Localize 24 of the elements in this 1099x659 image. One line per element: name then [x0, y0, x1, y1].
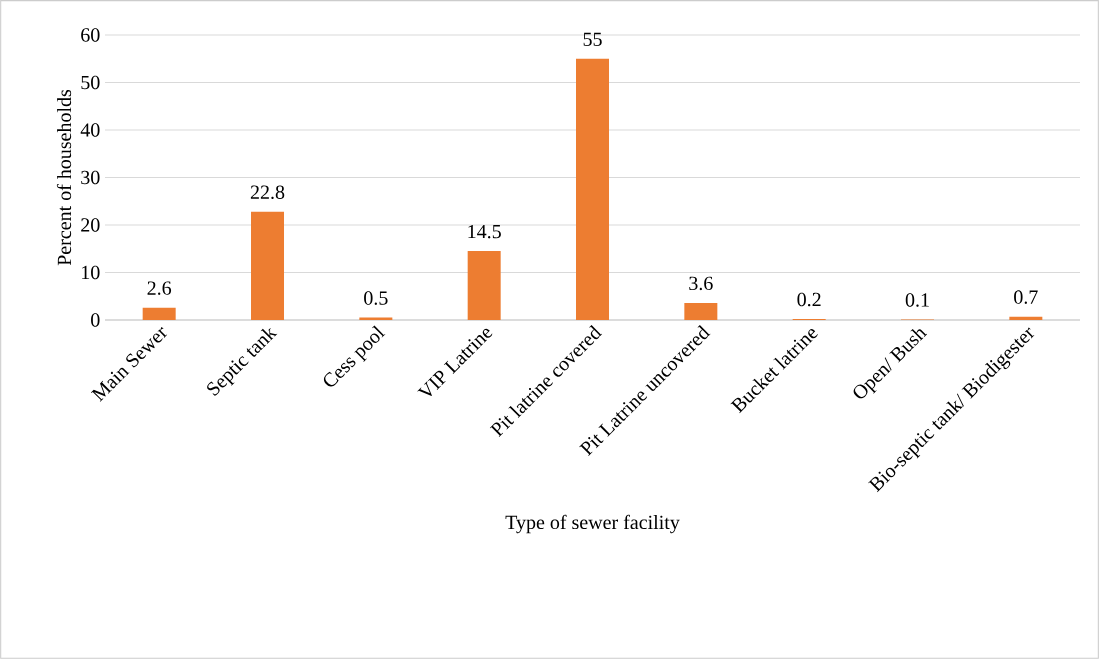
bar [1009, 316, 1043, 320]
y-tick-label: 20 [81, 218, 100, 232]
bar [684, 302, 718, 320]
data-label: 0.1 [905, 293, 929, 307]
y-tick-label: 40 [80, 123, 100, 137]
bar [142, 307, 176, 320]
y-tick-label: 50 [81, 75, 100, 90]
y-tick-label: 30 [81, 170, 100, 185]
y-tick-label: 0 [91, 313, 100, 327]
y-axis-title: Percent of households [56, 89, 72, 266]
y-tick-label: 60 [81, 28, 100, 42]
y-tick-label: 10 [82, 265, 100, 280]
data-label: 0.5 [364, 291, 388, 305]
bar [467, 251, 501, 320]
bar [251, 211, 285, 320]
data-label: 2.6 [147, 281, 172, 295]
data-label: 0.7 [1014, 290, 1038, 304]
data-label: 22.8 [250, 185, 285, 199]
data-label: 0.2 [797, 292, 821, 307]
x-axis-title: Type of sewer facility [505, 514, 680, 534]
data-label: 3.6 [689, 276, 713, 291]
data-label: 55 [583, 32, 602, 47]
data-label: 14.5 [468, 224, 501, 239]
bar [576, 58, 610, 320]
